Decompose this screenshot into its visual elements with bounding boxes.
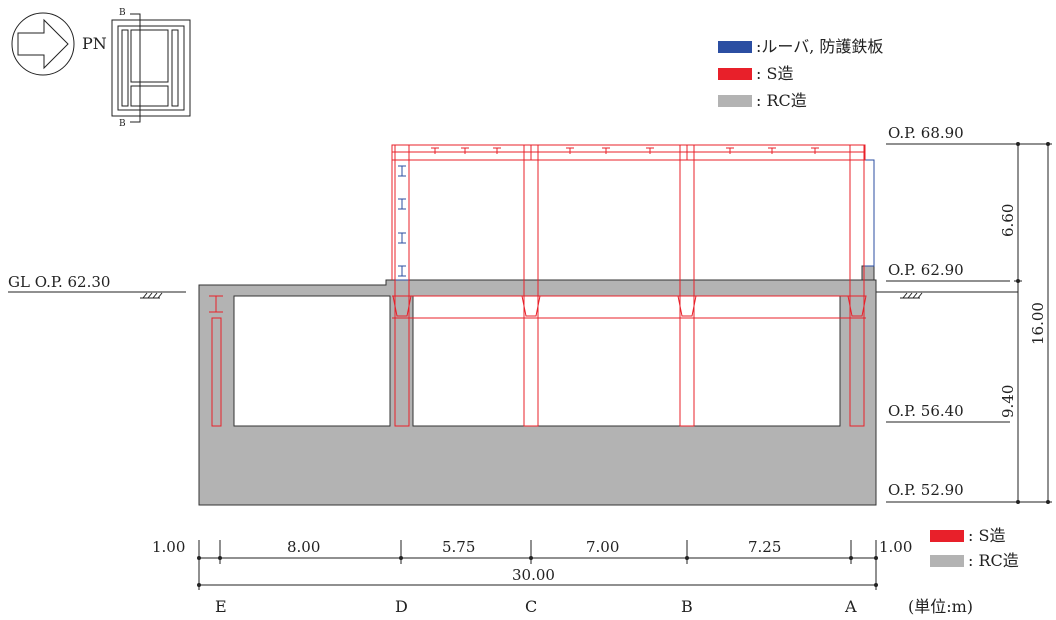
elevation-bottom: O.P. 52.90 [888,481,964,499]
hdim-span-5: 7.25 [748,538,781,556]
hdim-span-2: 8.00 [287,538,320,556]
elevation-marks: O.P. 68.90 O.P. 62.90 O.P. 56.40 O.P. 52… [886,124,1010,503]
hdim-span-3: 5.75 [442,538,475,556]
legend2-label-steel: : S造 [968,526,1005,545]
legend-label-louver: :ルーバ, 防護鉄板 [756,37,883,56]
vdim-upper: 6.60 [999,204,1017,237]
ground-label: GL O.P. 62.30 [8,273,110,291]
section-mark-top: B [119,8,126,18]
louver-structure [394,159,875,281]
hdim-span-4: 7.00 [586,538,619,556]
north-arrow-icon [11,12,75,76]
vertical-dimensions: 6.60 9.40 16.00 [999,142,1052,504]
section-mark-bottom: B [119,119,126,129]
axis-label-c: C [525,597,537,616]
steel-beam-icon [209,295,223,313]
elevation-top: O.P. 68.90 [888,124,964,142]
legend-lower: : S造 : RC造 [930,526,1019,570]
horizontal-dimensions: 1.00 8.00 5.75 7.00 7.25 1.00 30.00 [152,538,912,590]
legend-swatch-rc [718,95,752,107]
grid-axes: E D C B A [215,597,857,616]
legend2-swatch-steel [930,530,964,542]
north-label: PN [82,34,107,53]
ground-line-right [876,291,1018,299]
axis-label-a: A [844,597,857,616]
unit-note: (単位:m) [908,597,973,616]
hdim-span-6: 1.00 [879,538,912,556]
key-plan-building [111,13,191,123]
steel-structure [209,144,867,427]
hdim-span-1: 1.00 [152,538,185,556]
legend-label-rc: : RC造 [756,91,807,110]
key-plan: PN B B [11,8,191,129]
axis-label-e: E [215,597,227,616]
axis-label-d: D [395,597,408,616]
vdim-lower: 9.40 [999,385,1017,418]
legend-swatch-steel [718,68,752,80]
elevation-roof: O.P. 62.90 [888,261,964,279]
hdim-total: 30.00 [512,566,555,584]
roof-purlins [431,147,819,154]
elevation-middle: O.P. 56.40 [888,402,964,420]
louver-beam-icons [398,165,406,277]
legend-label-steel: : S造 [756,64,793,83]
ground-line-left: GL O.P. 62.30 [8,273,186,299]
legend: :ルーバ, 防護鉄板 : S造 : RC造 [718,37,883,110]
legend-swatch-louver [718,41,752,53]
legend2-label-rc: : RC造 [968,551,1019,570]
legend2-swatch-rc [930,555,964,567]
axis-label-b: B [681,597,693,616]
vdim-total: 16.00 [1029,302,1047,345]
